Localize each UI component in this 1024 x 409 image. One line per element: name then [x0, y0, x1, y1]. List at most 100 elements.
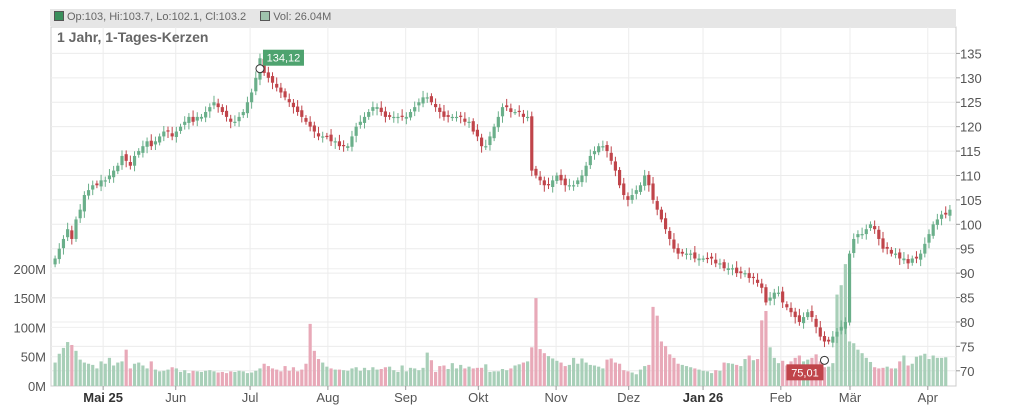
- volume-bar: [354, 367, 358, 386]
- candle-body: [818, 327, 822, 337]
- candle-body: [601, 146, 605, 148]
- volume-tick-label: 100M: [13, 320, 46, 335]
- volume-bar: [513, 365, 517, 386]
- volume-bar: [241, 371, 245, 386]
- volume-bar: [676, 363, 680, 386]
- volume-bar: [162, 370, 166, 386]
- time-tick-label: Jan 26: [683, 390, 723, 405]
- time-tick-label: Aug: [316, 390, 339, 405]
- volume-bar: [408, 367, 413, 386]
- volume-bar: [889, 368, 893, 386]
- candle-body: [95, 183, 99, 186]
- volume-bar: [57, 353, 61, 386]
- time-tick-label: Jun: [165, 390, 186, 405]
- volume-bar: [643, 366, 647, 386]
- volume-bar: [534, 298, 538, 386]
- candle-body: [806, 312, 810, 318]
- candle-body: [659, 209, 663, 220]
- volume-bar: [768, 347, 772, 386]
- price-tick-label: 110: [960, 168, 981, 183]
- candle-body: [626, 196, 630, 200]
- price-tick-label: 75: [960, 339, 974, 354]
- volume-bar: [245, 373, 250, 386]
- candle-body: [898, 252, 902, 259]
- volume-bar: [195, 371, 199, 386]
- volume-bar: [141, 365, 145, 386]
- volume-bar: [187, 373, 191, 386]
- volume-bar: [367, 370, 371, 386]
- volume-bar: [542, 353, 546, 386]
- time-axis: Mai 25 Jun Jul Aug Sep Okt Nov Dez Jan 26 Feb Mär A…: [83, 386, 939, 405]
- candle-body: [663, 218, 668, 230]
- volume-bar: [404, 371, 408, 386]
- volume-bar: [500, 369, 505, 386]
- candle-body: [509, 108, 513, 113]
- time-tick-label: Mai 25: [83, 390, 123, 405]
- candle-body: [204, 112, 208, 118]
- candle-body: [120, 155, 124, 166]
- candle-body: [505, 105, 509, 108]
- candle-body: [425, 97, 429, 99]
- candle-body: [233, 121, 237, 123]
- candle-body: [316, 133, 321, 137]
- candle-body: [170, 133, 174, 137]
- candle-body: [538, 176, 542, 181]
- candle-body: [149, 140, 153, 147]
- candle-body: [262, 58, 266, 73]
- volume-bar: [362, 367, 367, 386]
- volume-bar: [881, 367, 885, 386]
- candle-body: [333, 141, 337, 143]
- candle-body: [216, 103, 220, 108]
- volume-bar: [525, 361, 530, 386]
- volume-bar: [638, 369, 643, 386]
- volume-bar: [321, 362, 325, 386]
- volume-bar: [312, 350, 316, 386]
- time-tick-label: Nov: [545, 390, 569, 405]
- candle-body: [124, 154, 128, 161]
- candle-body: [421, 97, 425, 104]
- candle-body: [638, 185, 643, 192]
- volume-bar: [199, 371, 204, 386]
- volume-bar: [839, 285, 843, 386]
- volume-bar: [760, 320, 764, 386]
- candle-body: [304, 118, 308, 122]
- volume-bar: [78, 359, 82, 386]
- volume-bar: [747, 355, 751, 386]
- candle-body: [576, 180, 580, 185]
- candle-body: [571, 185, 576, 187]
- volume-bar: [772, 357, 776, 386]
- min-label-box: [786, 364, 824, 381]
- volume-bar: [630, 372, 634, 386]
- volume-bar: [304, 363, 308, 386]
- candle-body: [672, 239, 676, 249]
- volume-bar: [622, 370, 626, 386]
- volume-bar: [170, 367, 174, 386]
- volume-tick-label: 150M: [13, 291, 46, 306]
- volume-bar: [250, 372, 254, 386]
- volume-bar: [413, 368, 417, 386]
- candle-body: [797, 315, 801, 322]
- candle-body: [588, 155, 592, 166]
- volume-bar: [902, 355, 906, 386]
- volume-bar: [898, 361, 902, 386]
- volume-bar: [517, 364, 521, 386]
- candle-body: [781, 291, 785, 303]
- candle-body: [605, 145, 609, 152]
- candle-body: [726, 268, 730, 271]
- candle-body: [266, 72, 270, 78]
- candle-body: [776, 292, 781, 294]
- volume-bar: [923, 353, 927, 386]
- chart-subtitle: 1 Jahr, 1-Tages-Kerzen: [57, 29, 209, 45]
- volume-bar: [931, 355, 935, 386]
- candle-body: [852, 238, 856, 254]
- candle-body: [592, 151, 597, 155]
- volume-bar: [488, 371, 492, 386]
- candle-body: [889, 249, 893, 254]
- candle-body: [199, 116, 204, 119]
- candle-body: [174, 131, 178, 138]
- volume-bar: [233, 371, 237, 386]
- candle-body: [931, 224, 935, 236]
- candle-body: [116, 165, 120, 172]
- ohlc-legend: Op:103, Hi:103.7, Lo:102.1, Cl:103.2 Vol:…: [50, 9, 956, 26]
- volume-bar: [914, 356, 919, 386]
